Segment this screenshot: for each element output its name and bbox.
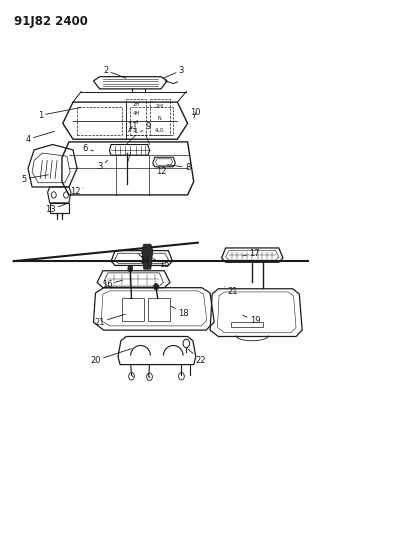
Text: 6: 6 xyxy=(82,144,94,154)
Text: 2HI: 2HI xyxy=(156,104,164,109)
Text: 2H: 2H xyxy=(132,102,140,107)
Text: 2: 2 xyxy=(103,66,126,78)
Text: 4L: 4L xyxy=(133,129,139,134)
Text: 21: 21 xyxy=(225,287,238,296)
Circle shape xyxy=(154,284,159,290)
Text: 4LO: 4LO xyxy=(155,128,164,133)
Text: 13: 13 xyxy=(45,204,66,214)
Text: 20: 20 xyxy=(90,349,131,365)
Text: 5: 5 xyxy=(21,174,49,183)
Text: 19: 19 xyxy=(243,316,260,325)
Text: 10: 10 xyxy=(190,108,201,118)
Text: 8: 8 xyxy=(167,163,190,172)
Text: 18: 18 xyxy=(171,306,189,318)
Text: 21: 21 xyxy=(94,314,125,327)
Text: 12: 12 xyxy=(70,187,83,196)
Text: 12: 12 xyxy=(153,166,166,175)
Polygon shape xyxy=(142,244,153,269)
Text: 3: 3 xyxy=(163,66,184,78)
Text: 15: 15 xyxy=(153,259,169,269)
Text: 4: 4 xyxy=(26,131,54,144)
Text: 17: 17 xyxy=(243,249,260,259)
Text: 1: 1 xyxy=(37,108,81,120)
Text: 91J82 2400: 91J82 2400 xyxy=(14,14,87,28)
Text: 22: 22 xyxy=(187,349,206,365)
Text: 3: 3 xyxy=(97,160,108,171)
Text: 16: 16 xyxy=(102,280,122,289)
Text: 9: 9 xyxy=(140,122,150,132)
Text: 4H: 4H xyxy=(132,111,140,116)
Circle shape xyxy=(128,265,133,272)
Text: 4: 4 xyxy=(134,120,138,125)
Text: 11: 11 xyxy=(127,122,138,132)
Text: N: N xyxy=(158,116,162,122)
Text: 14: 14 xyxy=(138,254,150,265)
